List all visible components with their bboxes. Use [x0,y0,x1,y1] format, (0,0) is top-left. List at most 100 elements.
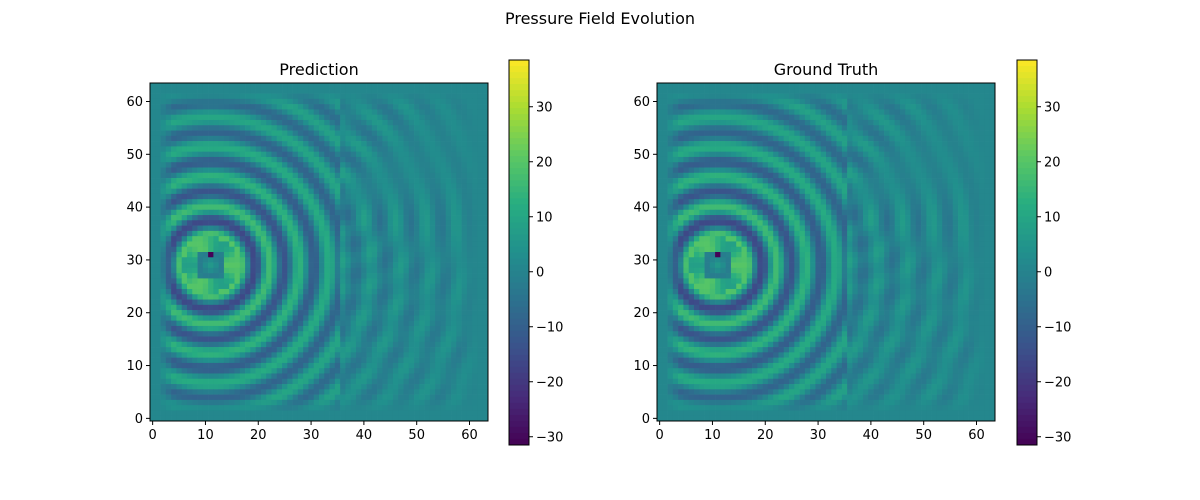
heatmap-cell [757,141,763,147]
heatmap-cell [382,352,389,358]
heatmap-cell [414,246,420,253]
heatmap-cell [181,209,188,216]
heatmap-cell [239,320,246,327]
heatmap-cell [245,294,251,300]
heatmap-cell [424,310,431,316]
heatmap-cell [213,405,220,411]
heatmap-cell [361,114,367,121]
heatmap-cell [208,230,214,237]
heatmap-cell [165,135,172,142]
heatmap-cell [223,352,230,358]
heatmap-cell [398,104,404,110]
heatmap-cell [477,399,484,406]
heatmap-cell [165,267,172,274]
heatmap-cell [208,188,214,195]
heatmap-cell [181,241,188,248]
heatmap-cell [292,141,299,147]
heatmap-cell [392,347,399,353]
heatmap-cell [192,119,198,126]
heatmap-cell [403,341,410,348]
heatmap-cell [171,241,177,248]
heatmap-cell [155,352,161,358]
heatmap-cell [355,188,362,195]
heatmap-cell [445,93,452,100]
heatmap-cell [414,146,420,153]
heatmap-cell [831,130,837,137]
heatmap-cell [255,373,262,380]
heatmap-cell [155,399,161,406]
heatmap-cell [350,347,357,353]
heatmap-cell [451,399,457,406]
heatmap-cell [176,125,183,131]
heatmap-cell [419,267,425,274]
heatmap-cell [218,215,225,221]
heatmap-cell [403,188,410,195]
heatmap-cell [789,93,795,100]
heatmap-cell [414,336,420,343]
heatmap-cell [202,146,209,153]
heatmap-cell [255,104,262,110]
heatmap-cell [208,299,214,306]
heatmap-cell [451,125,457,131]
heatmap-cell [186,236,193,242]
heatmap-cell [392,215,399,221]
heatmap-cell [899,109,906,116]
heatmap-cell [213,241,220,248]
heatmap-cell [451,130,457,137]
heatmap-cell [836,130,843,137]
heatmap-cell [276,304,283,311]
heatmap-cell [234,352,241,358]
heatmap-cell [192,341,198,348]
heatmap-cell [699,93,705,100]
heatmap-cell [382,215,389,221]
heatmap-cell [963,83,969,89]
heatmap-cell [377,341,383,348]
heatmap-cell [482,368,489,374]
heatmap-cell [482,273,489,279]
heatmap-cell [445,151,452,158]
heatmap-cell [282,299,288,306]
heatmap-cell [208,267,214,274]
heatmap-cell [303,156,309,163]
heatmap-cell [245,172,251,179]
heatmap-cell [371,225,378,232]
heatmap-cell [329,183,336,189]
heatmap-cell [239,151,246,158]
heatmap-cell [171,410,177,417]
heatmap-cell [192,246,198,253]
heatmap-cell [889,130,896,137]
heatmap-cell [340,104,346,110]
heatmap-cell [429,236,436,242]
heatmap-cell [282,310,288,316]
heatmap-cell [445,378,452,385]
heatmap-cell [229,384,235,390]
heatmap-cell [229,262,235,269]
colorbar-tick-label: −10 [536,320,563,335]
heatmap-cell [836,104,843,110]
heatmap-cell [720,135,727,142]
heatmap-cell [424,172,431,179]
heatmap-cell [435,162,441,168]
heatmap-cell [424,104,431,110]
heatmap-cell [715,109,721,116]
heatmap-cell [345,220,352,226]
heatmap-cell [466,336,473,343]
heatmap-cell [324,151,330,158]
heatmap-cell [213,125,220,131]
heatmap-cell [334,156,341,163]
heatmap-cell [234,278,241,285]
heatmap-cell [329,114,336,121]
heatmap-cell [757,135,763,142]
heatmap-cell [197,415,204,422]
heatmap-cell [350,341,357,348]
heatmap-cell [160,104,167,110]
heatmap-cell [176,236,183,242]
heatmap-cell [947,135,954,142]
heatmap-cell [287,109,293,116]
heatmap-cell [429,230,436,237]
heatmap-cell [345,262,352,269]
heatmap-cell [799,130,806,137]
heatmap-cell [461,204,468,211]
heatmap-cell [155,320,161,327]
heatmap-cell [889,83,896,89]
